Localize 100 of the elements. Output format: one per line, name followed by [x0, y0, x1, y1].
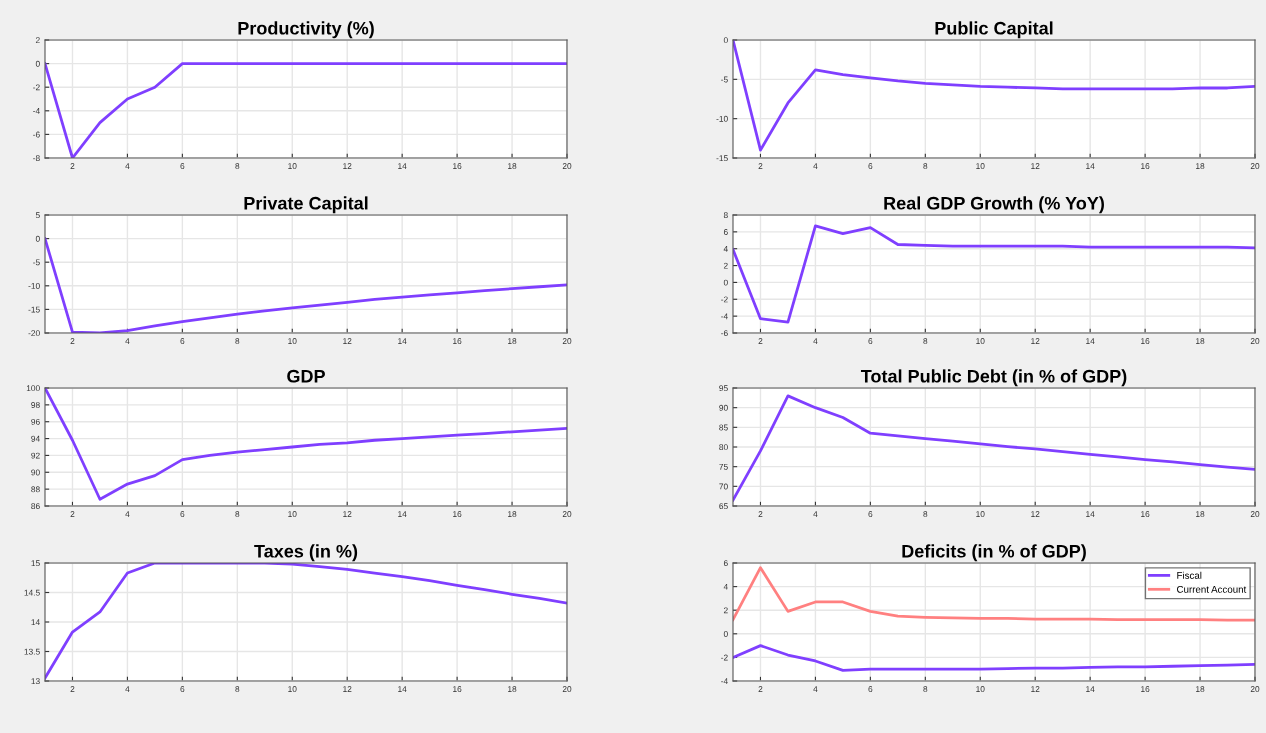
x-tick-label: 18 [1196, 338, 1205, 344]
x-tick-label: 20 [1250, 511, 1260, 517]
y-tick-label: -15 [716, 155, 728, 162]
x-tick-label: 14 [398, 511, 407, 517]
x-tick-label: 2 [70, 686, 75, 692]
y-tick-label: -10 [28, 283, 40, 289]
x-tick-label: 4 [813, 686, 818, 692]
y-tick-label: -10 [716, 115, 728, 122]
x-tick-label: 8 [923, 338, 928, 344]
chart-title: Public Capital [935, 21, 1053, 39]
legend-label: Fiscal [1177, 571, 1202, 579]
x-tick-label: 4 [813, 511, 818, 517]
y-tick-label: 86 [31, 503, 40, 510]
chart-title: Productivity (%) [238, 21, 374, 39]
legend-label: Current Account [1177, 585, 1247, 593]
y-tick-label: -6 [33, 131, 40, 138]
x-tick-label: 10 [976, 338, 985, 344]
x-tick-label: 16 [453, 338, 462, 344]
y-tick-label: -15 [28, 306, 40, 313]
chart-title: Deficits (in % of GDP) [902, 544, 1086, 562]
chart-title: Total Public Debt (in % of GDP) [860, 369, 1127, 387]
x-tick-label: 18 [1196, 511, 1205, 517]
x-tick-label: 16 [1141, 511, 1150, 517]
x-tick-label: 10 [288, 338, 297, 344]
x-tick-label: 8 [923, 163, 928, 169]
x-tick-label: 2 [758, 338, 763, 344]
y-tick-label: 0 [723, 279, 728, 286]
x-tick-label: 16 [1141, 338, 1150, 344]
y-tick-label: -5 [721, 76, 728, 83]
x-tick-label: 8 [235, 511, 240, 517]
x-tick-label: 4 [813, 163, 818, 169]
x-tick-label: 20 [562, 686, 572, 692]
x-tick-label: 12 [343, 163, 352, 169]
x-tick-label: 16 [453, 686, 462, 692]
y-tick-label: 0 [723, 37, 728, 44]
y-tick-label: -20 [28, 330, 40, 337]
y-tick-label: 0 [35, 235, 40, 242]
x-tick-label: 2 [758, 511, 763, 517]
y-tick-label: 2 [723, 607, 728, 614]
y-tick-label: 90 [719, 404, 728, 411]
chart-title: Real GDP Growth (% YoY) [884, 196, 1104, 214]
x-tick-label: 18 [1196, 686, 1205, 692]
x-tick-label: 16 [1141, 686, 1150, 692]
y-tick-label: 13.5 [24, 648, 40, 655]
x-tick-label: 10 [288, 511, 297, 517]
x-tick-label: 18 [508, 163, 517, 169]
x-tick-label: 20 [562, 163, 572, 169]
y-tick-label: -2 [721, 654, 728, 661]
x-tick-label: 18 [508, 511, 517, 517]
x-tick-label: 4 [125, 511, 130, 517]
x-tick-label: 14 [398, 338, 407, 344]
y-tick-label: 85 [719, 424, 728, 431]
x-tick-label: 2 [758, 686, 763, 692]
x-tick-label: 6 [868, 338, 873, 344]
y-tick-label: 95 [719, 385, 728, 392]
x-tick-label: 4 [125, 163, 130, 169]
y-tick-label: -4 [721, 313, 728, 320]
x-tick-label: 10 [976, 686, 985, 692]
x-tick-label: 14 [398, 686, 407, 692]
x-tick-label: 12 [343, 686, 352, 692]
x-tick-label: 10 [976, 511, 985, 517]
x-tick-label: 4 [125, 338, 130, 344]
y-tick-label: 6 [723, 560, 728, 567]
x-tick-label: 12 [343, 511, 352, 517]
y-tick-label: 70 [719, 483, 728, 490]
y-tick-label: 98 [31, 402, 40, 408]
y-tick-label: 8 [723, 212, 728, 219]
y-tick-label: -6 [721, 330, 728, 337]
y-tick-label: 4 [723, 583, 728, 590]
chart-title: Private Capital [244, 196, 368, 214]
y-tick-label: -8 [33, 155, 40, 162]
y-tick-label: -4 [721, 678, 728, 685]
y-tick-label: -4 [33, 108, 40, 114]
y-tick-label: 14 [31, 619, 40, 626]
x-tick-label: 12 [1031, 686, 1040, 692]
y-tick-label: 15 [31, 560, 40, 567]
x-tick-label: 12 [1031, 511, 1040, 517]
x-tick-label: 10 [288, 163, 297, 169]
y-tick-label: 2 [35, 37, 40, 44]
y-tick-label: 4 [723, 246, 728, 252]
y-tick-label: 88 [31, 486, 40, 493]
y-tick-label: 94 [31, 435, 40, 442]
x-tick-label: 12 [1031, 338, 1040, 344]
x-tick-label: 6 [868, 511, 873, 517]
x-tick-label: 20 [1250, 163, 1260, 169]
y-tick-label: 0 [723, 631, 728, 637]
x-tick-label: 14 [1086, 686, 1095, 692]
x-tick-label: 16 [1141, 163, 1150, 169]
line-series [733, 394, 1255, 502]
x-tick-label: 8 [235, 338, 240, 344]
chart-title: Taxes (in %) [254, 544, 358, 562]
x-tick-label: 2 [70, 511, 75, 517]
x-tick-label: 20 [1250, 338, 1260, 344]
x-tick-label: 18 [1196, 163, 1205, 169]
chart-title: GDP [287, 369, 325, 383]
x-tick-label: 20 [1250, 686, 1260, 692]
x-tick-label: 14 [1086, 511, 1095, 517]
x-tick-label: 20 [562, 338, 572, 344]
x-tick-label: 14 [1086, 163, 1095, 169]
x-tick-label: 2 [70, 163, 75, 169]
